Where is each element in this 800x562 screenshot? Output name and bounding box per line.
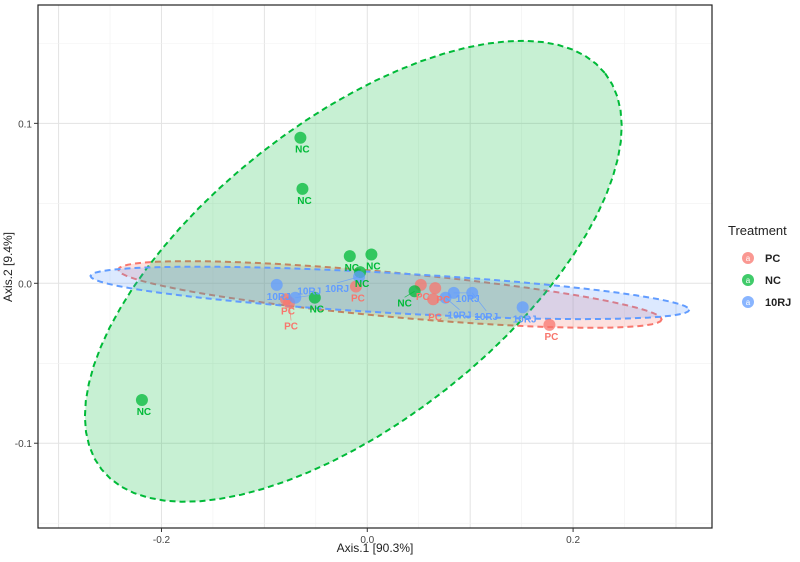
- label-leader-line: [295, 295, 310, 299]
- point-nc: [343, 250, 356, 263]
- label-leader-line: [404, 290, 415, 298]
- point-10rj: [270, 278, 283, 291]
- point-label: PC: [281, 306, 295, 317]
- point-pc: [427, 293, 440, 306]
- label-leader-line: [336, 276, 360, 284]
- point-nc: [308, 291, 321, 304]
- point-nc: [294, 131, 307, 144]
- point-label: 10RJ: [297, 287, 321, 298]
- point-label: PC: [351, 293, 365, 304]
- legend-label-nc: NC: [765, 275, 781, 287]
- point-nc: [365, 248, 378, 261]
- legend-key-glyph: a: [746, 254, 751, 263]
- label-leader-line: [288, 302, 292, 321]
- x-tick-label: 0.2: [566, 535, 580, 546]
- y-tick-label: -0.1: [15, 439, 33, 450]
- y-tick-label: 0.1: [18, 119, 32, 130]
- legend-label-pc: PC: [765, 253, 780, 265]
- ellipse-10rj: [89, 265, 691, 321]
- legend: Treatment a PC a NC a 10RJ: [728, 223, 791, 309]
- point-label: NC: [355, 279, 369, 290]
- point-label: NC: [397, 298, 411, 309]
- points: [135, 131, 556, 407]
- label-leader-line: [471, 292, 487, 312]
- axis-ticks: -0.2 0.0 0.2 -0.1 0.0 0.1: [15, 119, 581, 546]
- point-label: PC: [544, 332, 558, 343]
- x-axis-label: Axis.1 [90.3%]: [337, 541, 414, 555]
- point-label: NC: [366, 262, 380, 273]
- point-label: PC: [284, 321, 298, 332]
- point-label: NC: [345, 263, 359, 274]
- ellipse-nc: [83, 39, 623, 503]
- point-label: 10RJ: [448, 311, 472, 322]
- x-tick-label: 0.0: [360, 535, 374, 546]
- legend-key-pc: [742, 252, 754, 264]
- point-label: NC: [297, 196, 311, 207]
- ellipses: [83, 39, 691, 503]
- point-10rj: [516, 301, 529, 314]
- point-pc: [349, 280, 362, 293]
- point-pc: [543, 318, 556, 331]
- legend-key-glyph: a: [746, 298, 751, 307]
- point-label: 10RJ: [456, 294, 480, 305]
- y-tick-label: 0.0: [18, 279, 32, 290]
- legend-label-10rj: 10RJ: [765, 297, 791, 309]
- point-label: 10RJ: [513, 314, 537, 325]
- point-nc: [296, 182, 309, 195]
- point-nc: [135, 394, 148, 407]
- point-label: PC: [416, 292, 430, 303]
- legend-key-nc: [742, 274, 754, 286]
- point-label: NC: [295, 145, 309, 156]
- point-label: NC: [137, 407, 151, 418]
- point-label: 10RJ: [474, 312, 498, 323]
- legend-title: Treatment: [728, 223, 787, 238]
- point-label: PC: [436, 295, 450, 306]
- point-label: PC: [428, 312, 442, 323]
- panel-border: [37, 4, 713, 529]
- point-label: NC: [310, 305, 324, 316]
- legend-key-glyph: a: [746, 276, 751, 285]
- point-label: 10RJ: [325, 284, 349, 295]
- point-label: 10RJ: [267, 292, 291, 303]
- x-tick-label: -0.2: [153, 535, 171, 546]
- y-axis-label: Axis.2 [9.4%]: [1, 232, 15, 302]
- legend-key-10rj: [742, 296, 754, 308]
- label-leader-line: [445, 297, 460, 310]
- point-pc: [429, 282, 442, 295]
